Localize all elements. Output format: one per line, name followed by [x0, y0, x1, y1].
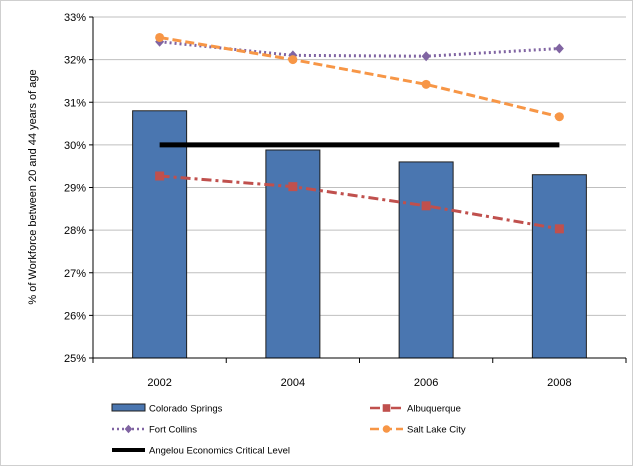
marker-square	[288, 182, 298, 192]
x-tick-label: 2006	[414, 377, 438, 389]
axes	[89, 16, 627, 363]
y-tick-label: 33%	[64, 12, 86, 24]
series-line	[159, 40, 560, 58]
y-tick-label: 28%	[64, 225, 86, 237]
marker-circle	[382, 425, 391, 433]
marker-diamond	[554, 43, 564, 54]
marker-square	[155, 171, 165, 181]
marker-square	[421, 201, 431, 211]
bar	[265, 149, 321, 359]
y-tick-label: 30%	[64, 140, 86, 152]
marker-square	[554, 224, 564, 234]
marker-circle	[421, 79, 431, 89]
series-line	[159, 174, 560, 231]
y-tick-label: 31%	[64, 97, 86, 109]
y-tick-labels: 25% 26% 27% 28% 29% 30% 31% 32% 33%	[64, 12, 86, 365]
series-line	[159, 35, 560, 119]
marker-square	[382, 404, 391, 412]
marker-circle	[554, 112, 564, 122]
bar	[132, 110, 188, 359]
legend-entry: Albuquerque	[370, 404, 461, 415]
legend-entry: Fort Collins	[112, 425, 197, 436]
y-axis-label: % of Workforce between 20 and 44 years o…	[27, 69, 39, 304]
legend-label: Fort Collins	[149, 425, 197, 436]
legend-label: Albuquerque	[407, 404, 461, 415]
line-series	[155, 32, 564, 234]
y-tick-label: 27%	[64, 268, 86, 280]
y-tick-label: 25%	[64, 353, 86, 365]
marker-circle	[155, 32, 165, 42]
legend-entry: Colorado Springs	[111, 403, 223, 415]
bar-series	[132, 110, 587, 359]
marker-diamond	[124, 424, 133, 434]
y-tick-label: 32%	[64, 55, 86, 67]
legend-label: Angelou Economics Critical Level	[149, 446, 290, 457]
bar	[398, 161, 454, 359]
legend-label: Colorado Springs	[149, 404, 223, 415]
legend-swatch	[111, 403, 146, 412]
y-tick-label: 29%	[64, 183, 86, 195]
legend-entry: Salt Lake City	[370, 425, 466, 436]
legend-label: Salt Lake City	[407, 425, 466, 436]
x-tick-label: 2002	[147, 377, 171, 389]
marker-diamond	[421, 51, 431, 62]
x-tick-label: 2008	[547, 377, 571, 389]
legend-entry: Angelou Economics Critical Level	[112, 446, 290, 457]
bar	[531, 174, 587, 359]
x-tick-labels: 2002 2004 2006 2008	[147, 377, 571, 389]
y-tick-label: 26%	[64, 310, 86, 322]
marker-circle	[288, 55, 298, 65]
x-tick-label: 2004	[281, 377, 305, 389]
legend: Colorado Springs Albuquerque Fort Collins S…	[111, 403, 466, 457]
